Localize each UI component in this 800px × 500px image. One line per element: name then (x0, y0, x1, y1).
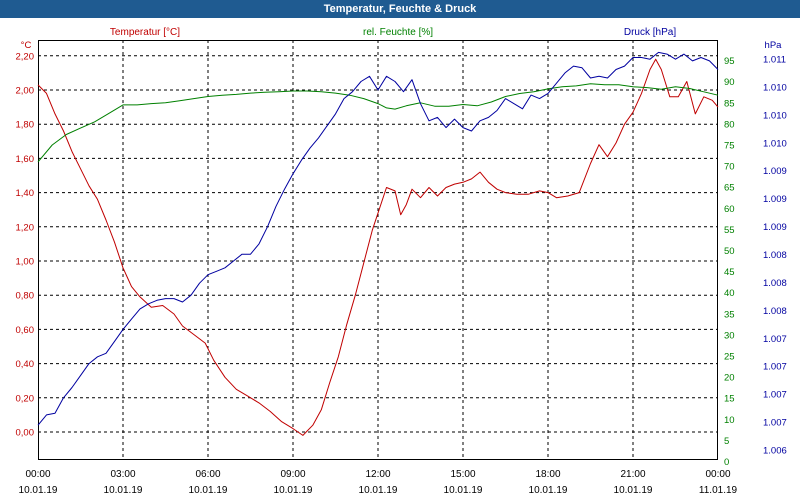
y-left-tick-label: 2,20 (16, 51, 35, 62)
y-left-tick-label: 0,80 (16, 291, 35, 302)
y-humidity-tick-label: 10 (724, 415, 735, 426)
y-pressure-tick-label: 1.009 (763, 194, 787, 205)
x-tick-label: 15:00 (450, 469, 475, 480)
x-date-label: 10.01.19 (19, 485, 58, 496)
y-humidity-tick-label: 50 (724, 246, 735, 257)
x-tick-label: 06:00 (195, 469, 220, 480)
y-left-tick-label: 2,00 (16, 86, 35, 97)
y-left-tick-label: 1,60 (16, 154, 35, 165)
y-humidity-tick-label: 30 (724, 330, 735, 341)
y-left-tick-label: 1,00 (16, 257, 35, 268)
y-humidity-tick-label: 90 (724, 77, 735, 88)
y-humidity-tick-label: 65 (724, 183, 735, 194)
legend-pressure: Druck [hPa] (624, 27, 676, 38)
x-tick-label: 09:00 (280, 469, 305, 480)
x-date-label: 10.01.19 (274, 485, 313, 496)
y-pressure-tick-label: 1.009 (763, 166, 787, 177)
x-tick-label: 03:00 (110, 469, 135, 480)
x-tick-label: 12:00 (365, 469, 390, 480)
y-humidity-tick-label: 5 (724, 436, 729, 447)
y-pressure-tick-label: 1.008 (763, 278, 787, 289)
series-humidity (37, 83, 719, 163)
chart-title: Temperatur, Feuchte & Druck (0, 0, 800, 18)
y-humidity-tick-label: 25 (724, 352, 735, 363)
y-humidity-tick-label: 45 (724, 267, 735, 278)
y-humidity-tick-label: 55 (724, 225, 735, 236)
y-pressure-tick-label: 1.008 (763, 306, 787, 317)
y-humidity-tick-label: 20 (724, 373, 735, 384)
y-humidity-tick-label: 35 (724, 309, 735, 320)
x-date-label: 10.01.19 (444, 485, 483, 496)
y-humidity-tick-label: 0 (724, 457, 729, 468)
y-pressure-tick-label: 1.007 (763, 390, 787, 401)
y-pressure-tick-label: 1.010 (763, 138, 787, 149)
y-left-tick-label: 0,00 (16, 428, 35, 439)
y-pressure-tick-label: 1.007 (763, 418, 787, 429)
x-date-label: 10.01.19 (104, 485, 143, 496)
x-date-label: 10.01.19 (189, 485, 228, 496)
x-tick-label: 00:00 (705, 469, 730, 480)
y-humidity-tick-label: 40 (724, 288, 735, 299)
y-left-tick-label: 0,40 (16, 359, 35, 370)
series-pressure (37, 51, 719, 426)
y-left-tick-label: 0,20 (16, 393, 35, 404)
x-tick-label: 00:00 (25, 469, 50, 480)
y-left-tick-label: 1,20 (16, 222, 35, 233)
y-humidity-tick-label: 75 (724, 141, 735, 152)
y-left-tick-label: 0,60 (16, 325, 35, 336)
y-humidity-tick-label: 95 (724, 56, 735, 67)
x-date-label: 10.01.19 (614, 485, 653, 496)
y-pressure-tick-label: 1.007 (763, 362, 787, 373)
y-humidity-tick-label: 85 (724, 98, 735, 109)
y-left-tick-label: 1,40 (16, 188, 35, 199)
y-humidity-tick-label: 60 (724, 204, 735, 215)
y-humidity-tick-label: 15 (724, 394, 735, 405)
y-pressure-tick-label: 1.010 (763, 82, 787, 93)
series-temperature (37, 58, 719, 436)
x-date-label: 10.01.19 (359, 485, 398, 496)
legend-temperature: Temperatur [°C] (110, 27, 180, 38)
y-pressure-unit: hPa (765, 40, 783, 51)
x-date-label: 10.01.19 (529, 485, 568, 496)
y-pressure-tick-label: 1.011 (763, 55, 786, 66)
x-date-label: 11.01.19 (699, 485, 738, 496)
y-pressure-tick-label: 1.008 (763, 250, 787, 261)
y-pressure-tick-label: 1.007 (763, 334, 787, 345)
y-pressure-tick-label: 1.010 (763, 110, 787, 121)
legend-humidity: rel. Feuchte [%] (363, 27, 433, 38)
y-pressure-tick-label: 1.009 (763, 222, 787, 233)
x-tick-label: 21:00 (620, 469, 645, 480)
x-tick-label: 18:00 (535, 469, 560, 480)
y-left-tick-label: 1,80 (16, 120, 35, 131)
y-humidity-tick-label: 70 (724, 162, 735, 173)
y-pressure-tick-label: 1.006 (763, 446, 787, 457)
y-left-unit: °C (21, 40, 32, 51)
y-humidity-tick-label: 80 (724, 119, 735, 130)
